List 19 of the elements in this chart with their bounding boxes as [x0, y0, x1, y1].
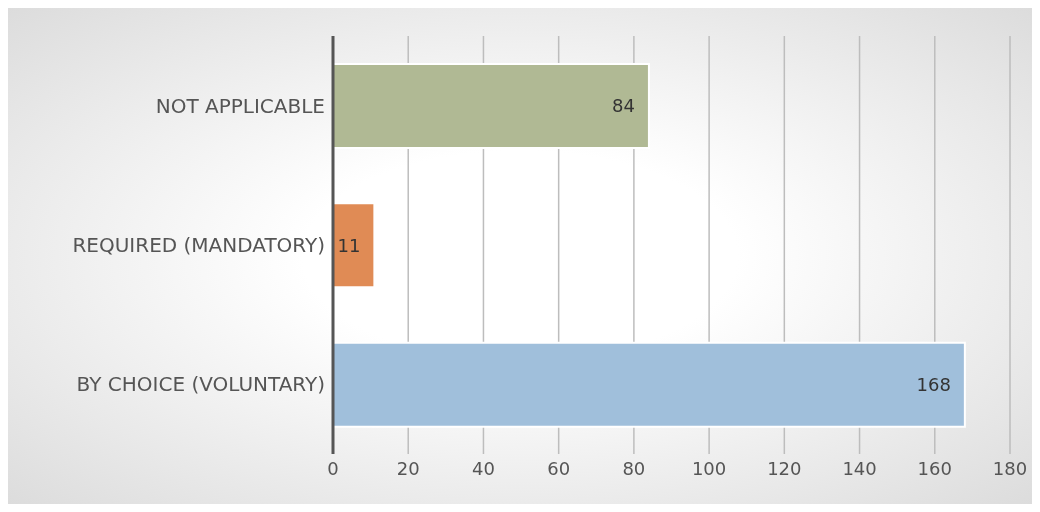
y-tick-label: NOT APPLICABLE	[155, 93, 325, 118]
data-label: 84	[612, 95, 635, 117]
bar	[333, 341, 966, 428]
y-tick-label: BY CHOICE (VOLUNTARY)	[76, 372, 325, 397]
bar	[333, 202, 376, 289]
x-tick-label: 180	[992, 457, 1028, 479]
x-tick-label: 100	[691, 457, 727, 479]
y-tick-label: REQUIRED (MANDATORY)	[72, 233, 325, 258]
x-tick-label: 80	[622, 457, 646, 479]
x-tick-label: 20	[396, 457, 420, 479]
x-tick-label: 160	[917, 457, 952, 479]
x-tick-label: 40	[471, 457, 495, 479]
data-label: 11	[337, 234, 361, 256]
x-tick-label: 140	[842, 457, 877, 479]
x-tick-label: 0	[327, 457, 339, 479]
data-label: 168	[916, 374, 951, 396]
bar	[333, 63, 650, 149]
x-tick-label: 120	[767, 457, 802, 479]
x-tick-label: 60	[547, 457, 571, 479]
